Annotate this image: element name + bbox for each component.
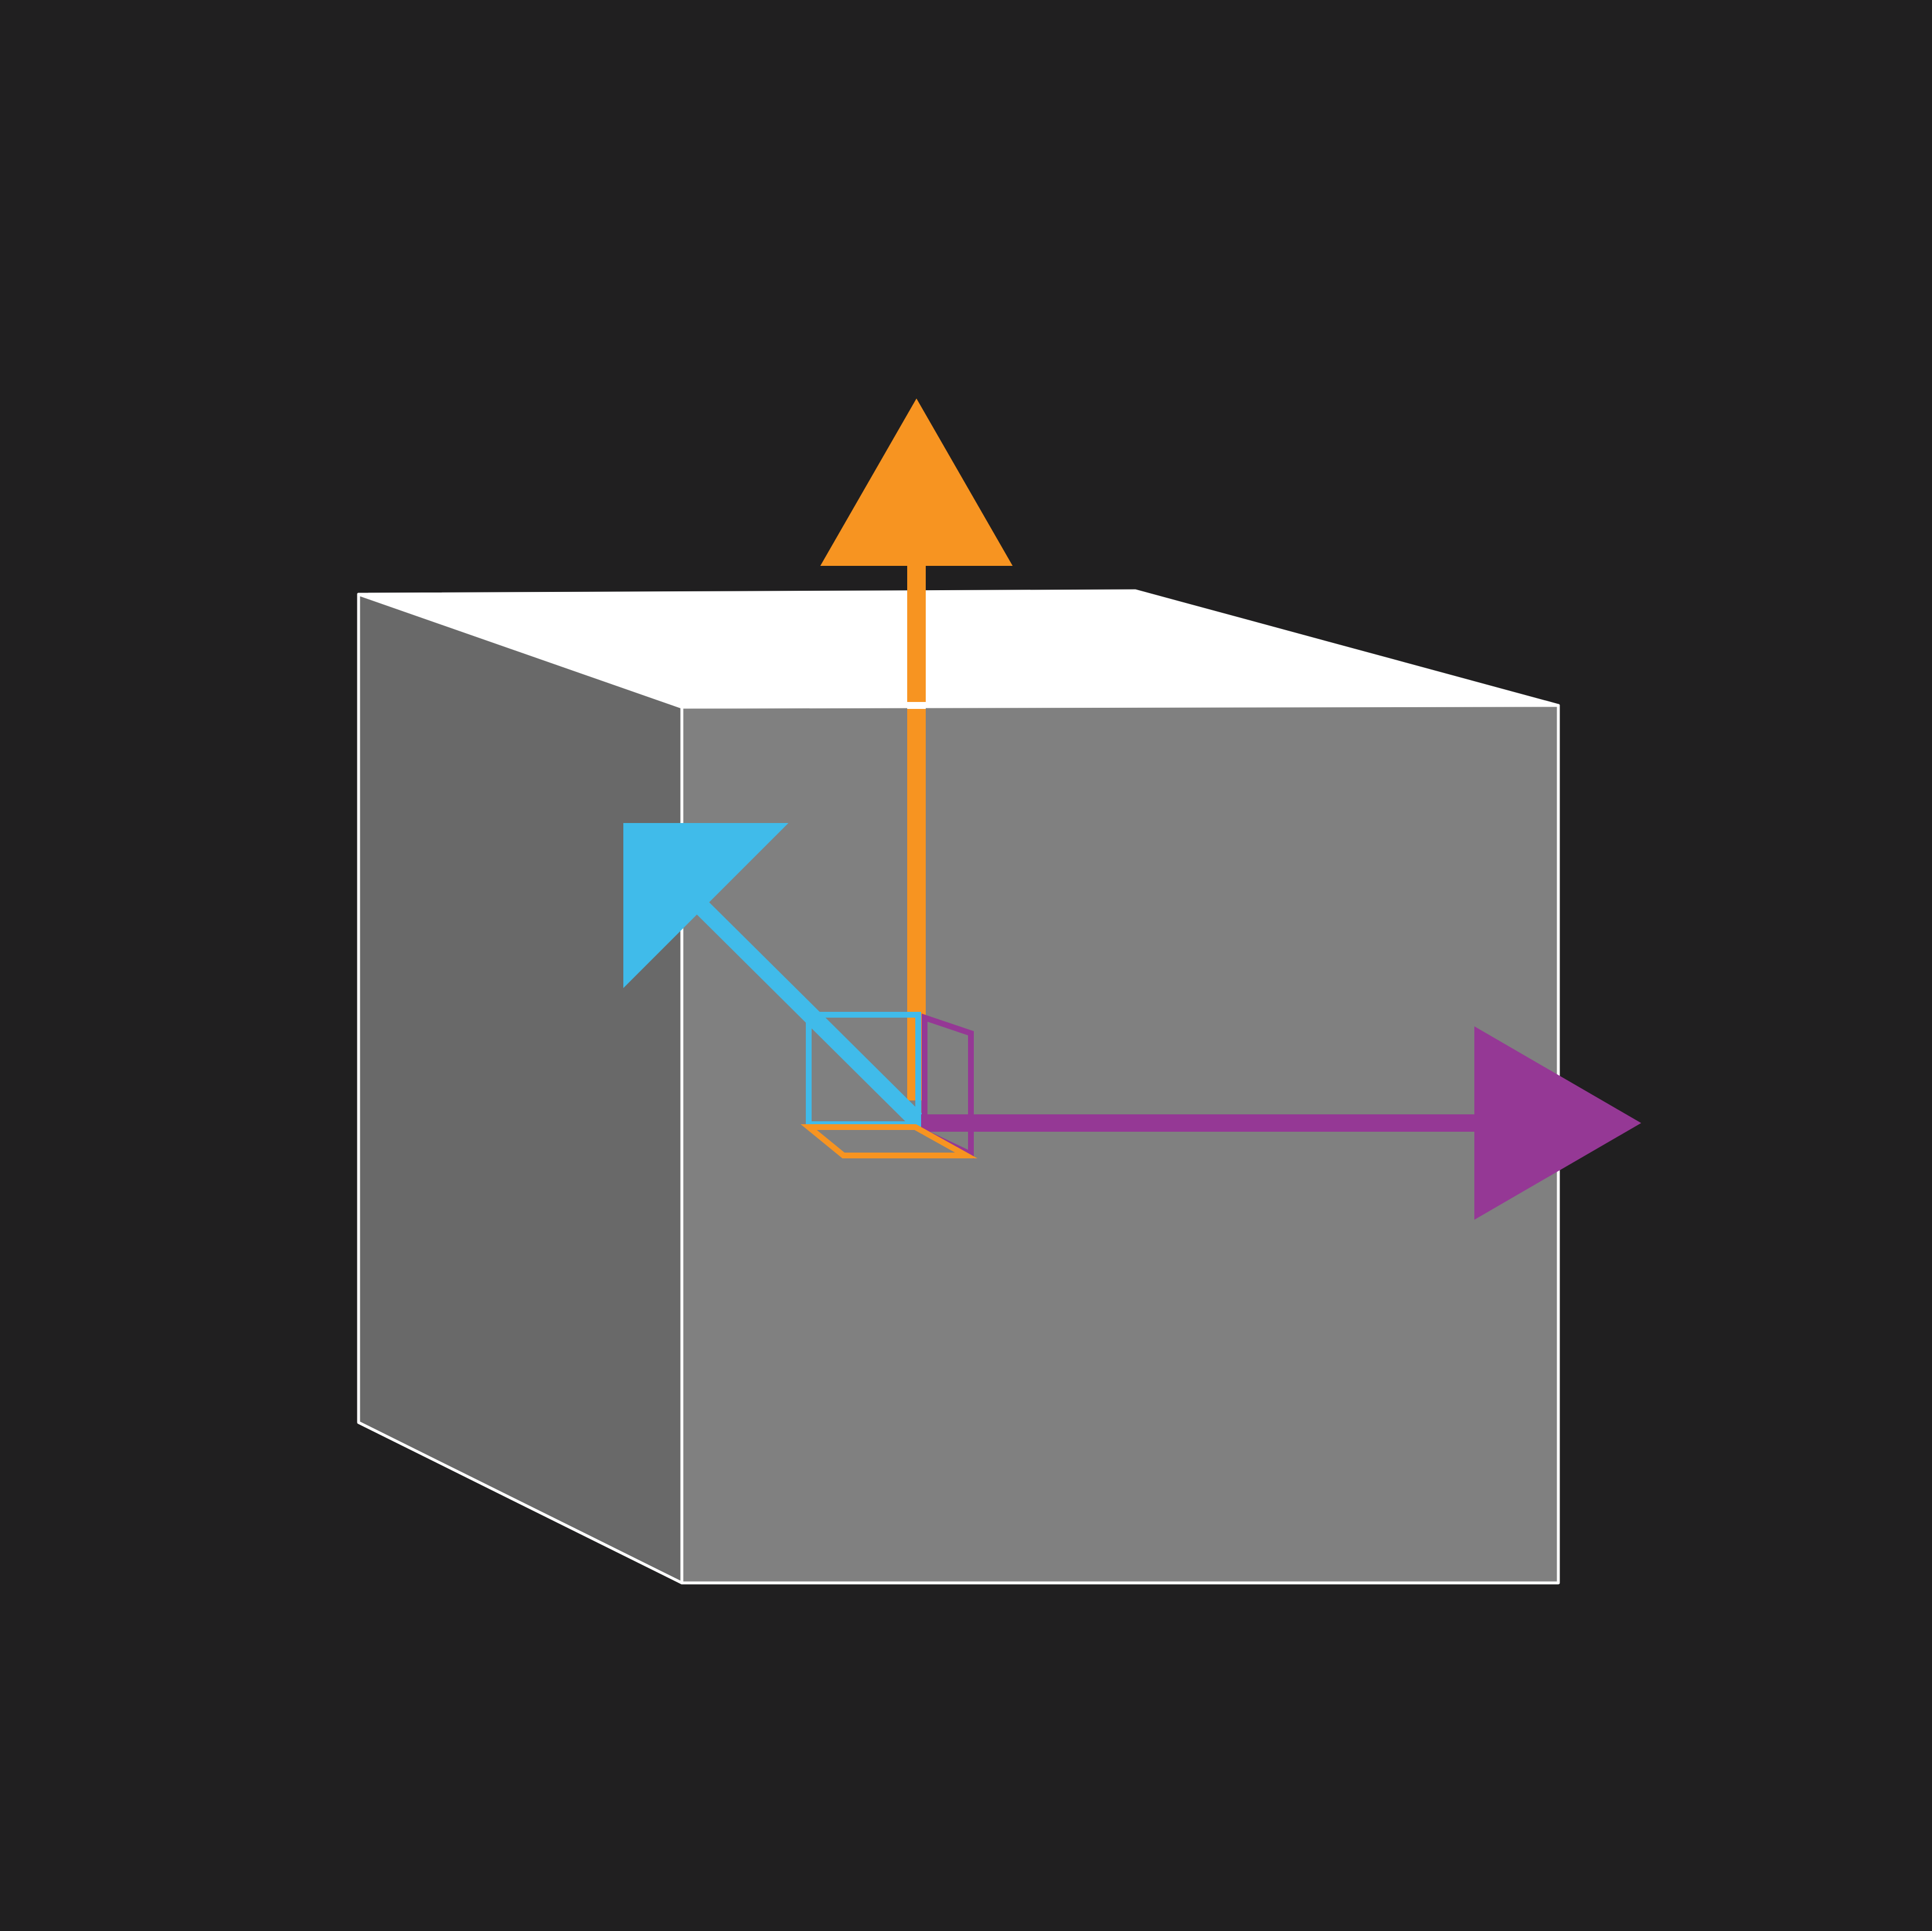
cube-side-face: [357, 593, 684, 1585]
axis-right-shaft: [918, 1114, 1482, 1132]
axis-right: [918, 1026, 1641, 1220]
origin-side-plane: [922, 1014, 974, 1159]
axis-depth-arrowhead: [623, 823, 788, 988]
axis-right-arrowhead: [1474, 1026, 1641, 1220]
cube-front-face: [680, 704, 1560, 1585]
cube: [357, 589, 1560, 1585]
axis-up-shaft-gap: [907, 702, 926, 709]
axis-depth-shaft: [686, 891, 924, 1128]
origin-bottom-plane: [800, 1124, 978, 1158]
origin-cube-icon: [800, 1012, 978, 1159]
axis-up: [820, 398, 1013, 1100]
axis-up-arrowhead: [820, 398, 1013, 566]
axis-depth: [623, 823, 924, 1128]
axis-up-shaft: [907, 562, 926, 1100]
